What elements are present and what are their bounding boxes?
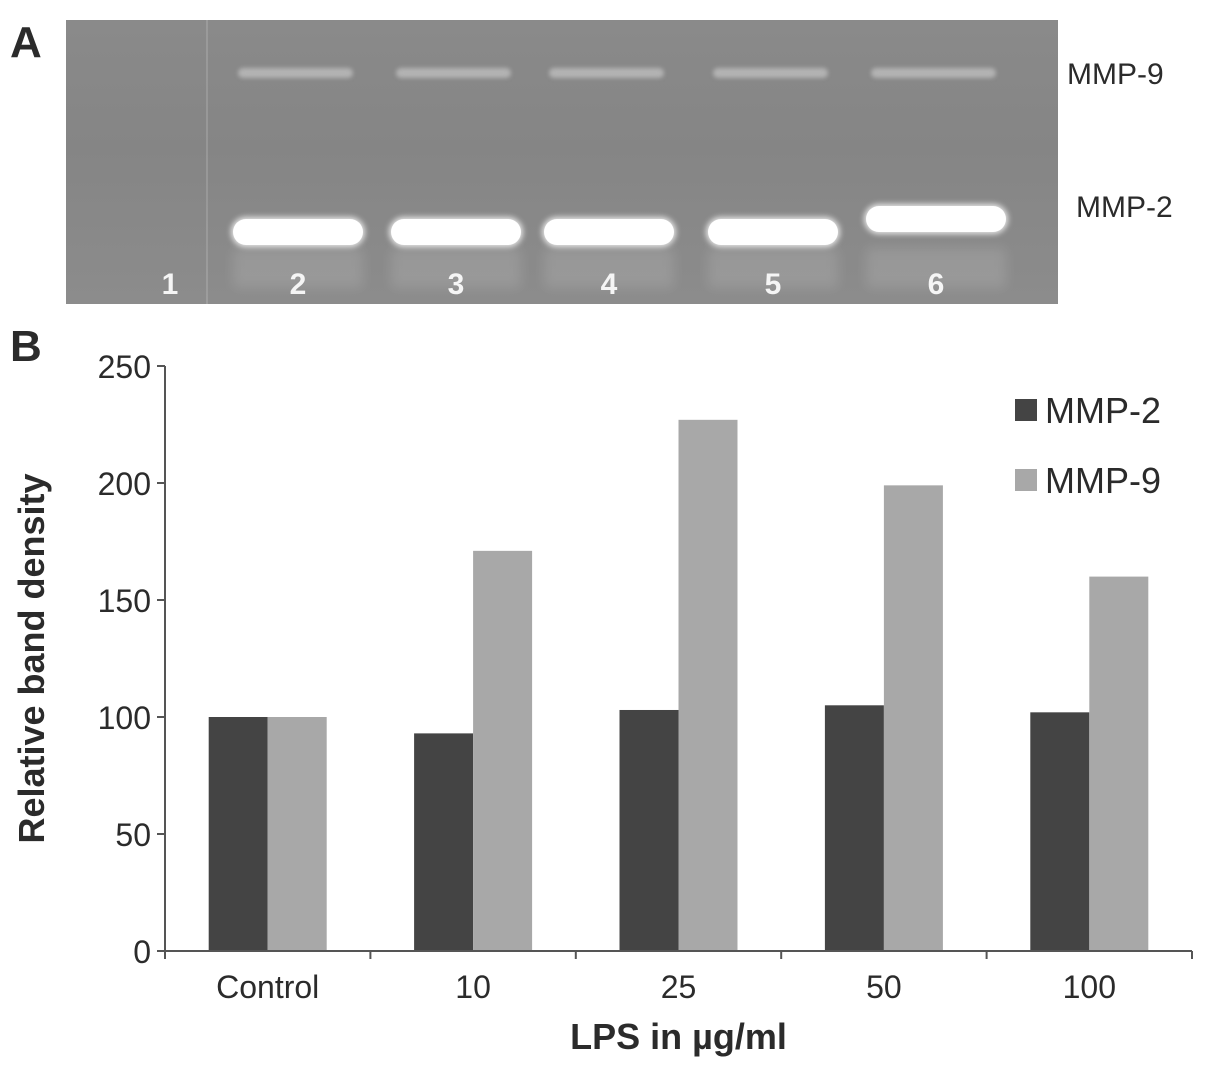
mmp2-band-lane-2 — [233, 219, 363, 245]
mmp2-band-glow-lane-6 — [866, 248, 1006, 288]
lane-number-5: 5 — [764, 268, 782, 301]
bar-mmp-2-50 — [824, 705, 884, 951]
mmp9-band-lane-5 — [713, 68, 828, 78]
x-tick-label-50: 50 — [866, 969, 902, 1005]
bar-mmp-9-10 — [473, 550, 533, 951]
lane-number-1: 1 — [161, 268, 179, 301]
bar-mmp-9-50 — [883, 485, 943, 951]
legend-label-mmp-2: MMP-2 — [1045, 390, 1161, 431]
mmp2-band-glow-lane-4 — [544, 248, 674, 288]
x-tick-label-100: 100 — [1063, 969, 1116, 1005]
mmp9-band-lane-4 — [549, 68, 664, 78]
y-tick-label-150: 150 — [98, 583, 151, 619]
bar-mmp-9-25 — [678, 419, 738, 951]
lane-number-6: 6 — [927, 268, 945, 301]
mmp2-band-label: MMP-2 — [1076, 191, 1173, 224]
bar-mmp-2-control — [208, 717, 268, 951]
mmp9-band-lane-3 — [396, 68, 511, 78]
legend-swatch-mmp-2 — [1015, 399, 1037, 421]
x-tick-label-control: Control — [216, 969, 319, 1005]
lane-number-4: 4 — [600, 268, 618, 301]
bar-mmp-9-control — [267, 717, 327, 951]
x-tick-label-10: 10 — [455, 969, 491, 1005]
legend-label-mmp-9: MMP-9 — [1045, 460, 1161, 501]
bar-chart: 0 50 100 150 200 250 Control 10 25 50 100 Relativ… — [11, 349, 1193, 1057]
legend-swatch-mmp-9 — [1015, 469, 1037, 491]
lane-number-2: 2 — [289, 268, 307, 301]
mmp9-band-lane-2 — [238, 68, 353, 78]
mmp2-band-lane-6 — [866, 206, 1006, 232]
bar-mmp-9-100 — [1089, 576, 1149, 951]
y-axis-title: Relative band density — [11, 473, 52, 843]
mmp2-band-lane-4 — [544, 219, 674, 245]
mmp2-band-glow-lane-2 — [233, 248, 363, 288]
mmp2-band-lane-5 — [708, 219, 838, 245]
panel-a-label: A — [10, 18, 42, 67]
y-ticks-group: 0 50 100 150 200 250 — [98, 349, 165, 970]
y-tick-label-50: 50 — [115, 817, 151, 853]
mmp2-band-glow-lane-3 — [391, 248, 521, 288]
x-tick-label-25: 25 — [661, 969, 697, 1005]
y-tick-label-100: 100 — [98, 700, 151, 736]
mmp9-band-label: MMP-9 — [1067, 58, 1164, 91]
y-tick-label-200: 200 — [98, 466, 151, 502]
bar-mmp-2-100 — [1030, 712, 1090, 951]
bar-mmp-2-10 — [414, 733, 474, 951]
mmp9-band-lane-6 — [871, 68, 996, 78]
x-axis-title: LPS in µg/ml — [570, 1016, 787, 1057]
x-ticks-group: Control 10 25 50 100 — [164, 951, 1193, 1005]
mmp2-band-glow-lane-5 — [708, 248, 838, 288]
lane-number-3: 3 — [447, 268, 465, 301]
legend: MMP-2 MMP-9 — [1015, 390, 1161, 501]
zymography-gel-image: 1 2 3 4 5 6 — [66, 20, 1058, 304]
mmp2-band-lane-3 — [391, 219, 521, 245]
y-tick-label-250: 250 — [98, 349, 151, 385]
bar-mmp-2-25 — [619, 709, 679, 951]
bars-group — [208, 419, 1149, 951]
panel-b-label: B — [10, 322, 42, 371]
y-tick-label-0: 0 — [133, 934, 151, 970]
